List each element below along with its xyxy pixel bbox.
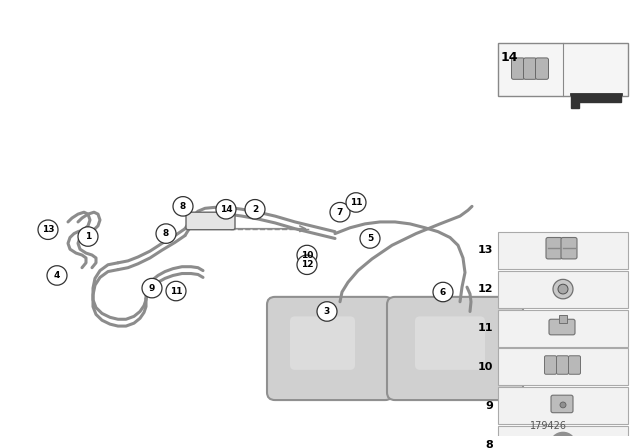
Circle shape — [173, 197, 193, 216]
Bar — [498, 349, 628, 385]
Circle shape — [360, 229, 380, 248]
FancyBboxPatch shape — [546, 237, 562, 259]
Bar — [570, 442, 578, 448]
FancyBboxPatch shape — [332, 328, 443, 368]
Circle shape — [47, 266, 67, 285]
FancyBboxPatch shape — [551, 395, 573, 413]
Circle shape — [245, 199, 265, 219]
Bar — [498, 388, 628, 424]
FancyBboxPatch shape — [545, 356, 557, 374]
Text: 12: 12 — [301, 260, 313, 269]
Text: 13: 13 — [42, 225, 54, 234]
Circle shape — [558, 284, 568, 294]
Text: 10: 10 — [301, 250, 313, 259]
Circle shape — [166, 281, 186, 301]
Text: 7: 7 — [337, 208, 343, 217]
Bar — [498, 271, 628, 308]
FancyBboxPatch shape — [290, 316, 355, 370]
FancyBboxPatch shape — [557, 356, 568, 374]
Circle shape — [346, 193, 366, 212]
FancyBboxPatch shape — [415, 316, 485, 370]
Bar — [498, 43, 628, 96]
Text: 3: 3 — [324, 307, 330, 316]
Bar — [498, 232, 628, 269]
Text: 5: 5 — [367, 234, 373, 243]
Circle shape — [560, 402, 566, 408]
Circle shape — [330, 202, 350, 222]
Circle shape — [553, 280, 573, 299]
Circle shape — [78, 227, 98, 246]
Text: 14: 14 — [501, 51, 518, 64]
Text: 8: 8 — [180, 202, 186, 211]
Circle shape — [317, 302, 337, 321]
Circle shape — [38, 220, 58, 239]
Text: 11: 11 — [477, 323, 493, 333]
Text: 2: 2 — [252, 205, 258, 214]
Text: 1: 1 — [85, 232, 91, 241]
Text: 8: 8 — [163, 229, 169, 238]
Circle shape — [156, 224, 176, 243]
Text: 9: 9 — [149, 284, 155, 293]
Circle shape — [216, 199, 236, 219]
Circle shape — [297, 255, 317, 275]
FancyBboxPatch shape — [536, 58, 548, 79]
FancyBboxPatch shape — [511, 58, 525, 79]
Text: 11: 11 — [170, 287, 182, 296]
FancyBboxPatch shape — [561, 237, 577, 259]
Polygon shape — [571, 95, 621, 108]
Text: 179426: 179426 — [529, 421, 566, 431]
FancyBboxPatch shape — [387, 297, 523, 400]
Text: 4: 4 — [54, 271, 60, 280]
FancyBboxPatch shape — [524, 58, 536, 79]
Circle shape — [142, 278, 162, 298]
Text: 11: 11 — [349, 198, 362, 207]
Text: 10: 10 — [477, 362, 493, 372]
Text: 8: 8 — [485, 440, 493, 448]
Bar — [559, 315, 567, 323]
Text: 12: 12 — [477, 284, 493, 294]
Text: 13: 13 — [477, 245, 493, 255]
Text: 14: 14 — [220, 205, 232, 214]
FancyBboxPatch shape — [267, 297, 393, 400]
Text: 6: 6 — [440, 288, 446, 297]
FancyBboxPatch shape — [549, 319, 575, 335]
Bar — [498, 426, 628, 448]
Bar — [498, 310, 628, 346]
Text: 9: 9 — [485, 401, 493, 411]
Circle shape — [433, 282, 453, 302]
FancyBboxPatch shape — [186, 212, 235, 230]
FancyBboxPatch shape — [568, 356, 580, 374]
Circle shape — [297, 246, 317, 265]
